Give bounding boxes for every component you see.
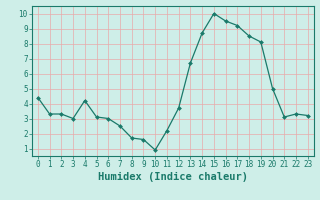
X-axis label: Humidex (Indice chaleur): Humidex (Indice chaleur) (98, 172, 248, 182)
